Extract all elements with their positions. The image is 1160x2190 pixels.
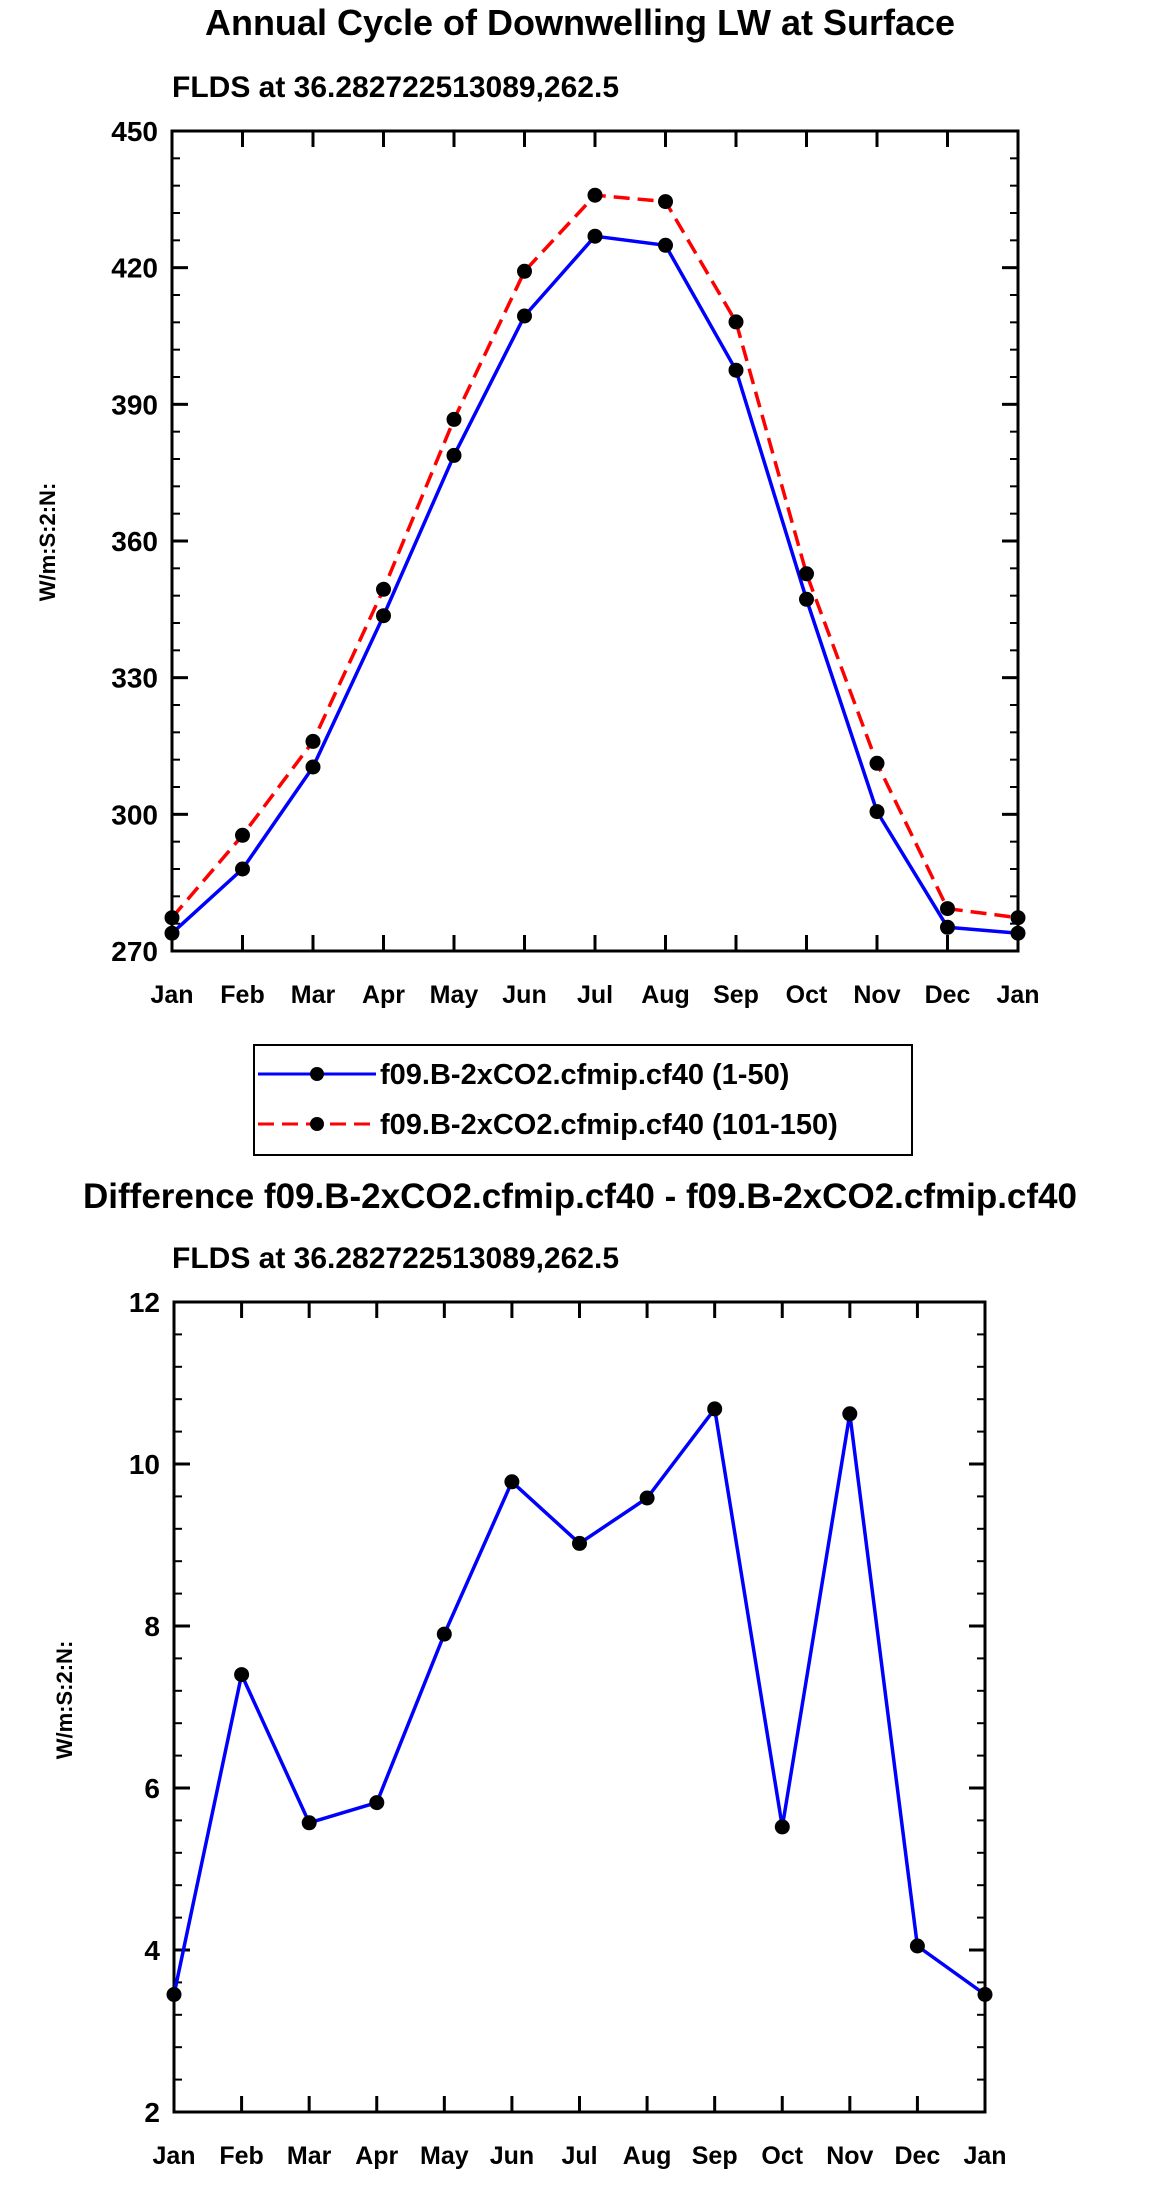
chart2-x-tick-label: Jan [152,2142,195,2170]
chart1-series-1-point [305,759,321,775]
chart1-series-2-line [170,193,1019,920]
chart1-series-1-point [799,591,814,607]
chart2-y-tick-label: 6 [144,1773,160,1804]
chart1-series-2-point [235,827,250,843]
chart2-series-1-point [301,1815,317,1831]
chart1-y-tick-label: 450 [111,116,158,147]
chart1-y-tick-label: 300 [111,799,158,830]
legend-marker-series-1 [310,1067,324,1081]
chart1-series-1-point [940,919,955,935]
chart1-x-tick-label: Feb [220,981,264,1009]
chart2-series-1-point [842,1406,858,1422]
chart1-x-tick-label: Aug [641,981,690,1009]
chart1-title: Annual Cycle of Downwelling LW at Surfac… [205,2,955,43]
chart1-series-1-point [869,804,885,820]
chart2-series-1-point [639,1490,655,1506]
chart1-series-1-point [728,362,744,378]
chart1-series-2-point [164,910,180,926]
chart2-series-1-point [504,1474,520,1490]
chart1-x-tick-label: Jul [577,981,613,1009]
chart2-y-tick-label: 10 [129,1449,160,1480]
chart1-series-1-point [1010,925,1026,941]
chart1-series-1-point [587,228,603,244]
chart1-series-1-point [164,925,180,941]
chart1-series-2-point [376,581,391,597]
chart1-y-tick-label: 270 [111,936,158,967]
chart2-series-1-point [369,1795,385,1811]
chart1-subtitle: FLDS at 36.282722513089,262.5 [172,71,619,104]
chart1-series-2-point [446,411,462,427]
chart1-y-tick-label: 360 [111,526,158,557]
chart2-x-tick-label: Feb [219,2142,263,2170]
chart2-series-1-point [707,1401,723,1417]
chart1-series-2-point [587,187,603,203]
chart2-x-tick-label: Nov [826,2142,873,2170]
legend-label-series-2: f09.B-2xCO2.cfmip.cf40 (101-150) [380,1109,838,1141]
chart1-ylabel: W/m:S:2:N: [35,483,60,602]
chart2-series-1-point [572,1535,587,1551]
chart2-series-1-point [166,1987,182,2002]
chart2-ylabel: W/m:S:2:N: [52,1641,77,1760]
chart2-series-1-line [172,1407,987,1996]
chart1-x-tick-label: Jun [502,981,546,1009]
chart2-y-tick-label: 2 [144,2097,160,2128]
chart2-x-tick-label: Jun [490,2142,534,2170]
chart1-y-tick-label: 390 [111,389,158,420]
chart2-x-tick-label: Apr [355,2142,398,2170]
chart2-title: Difference f09.B-2xCO2.cfmip.cf40 - f09.… [83,1177,1077,1216]
chart2-y-tick-label: 12 [129,1287,160,1318]
chart1-series-1-point [376,608,391,624]
chart1-x-tick-label: Jan [150,981,193,1009]
chart2-x-tick-label: Aug [623,2142,672,2170]
chart1-x-tick-label: May [430,981,479,1009]
chart2-series-1-point [436,1626,452,1642]
chart2-subtitle: FLDS at 36.282722513089,262.5 [172,1242,619,1275]
chart2-x-tick-label: Oct [761,2142,803,2170]
chart1-series-2-point [869,755,885,771]
chart2-x-tick-label: Jan [963,2142,1006,2170]
chart1-series-1-point [446,447,462,463]
chart2-x-tick-label: Jul [561,2142,597,2170]
chart1-series-1-line [170,234,1019,935]
chart1-x-tick-label: Oct [786,981,828,1009]
chart2-series-1-point [774,1819,790,1835]
chart1-series-1-point [235,861,250,877]
chart1-series-2-point [799,566,814,582]
chart1-series-2-point [728,314,744,330]
chart1-y-tick-label: 330 [111,663,158,694]
chart1-y-tick-label: 420 [111,253,158,284]
legend-box [253,1044,913,1156]
chart2-x-tick-label: May [420,2142,469,2170]
chart2-series-1-point [234,1667,250,1683]
chart2-x-tick-label: Mar [287,2142,332,2170]
chart2-x-tick-label: Dec [894,2142,940,2170]
chart2-x-tick-label: Sep [692,2142,738,2170]
legend-marker-series-2 [310,1117,324,1131]
chart1-x-tick-label: Nov [853,981,900,1009]
chart2-y-tick-label: 4 [144,1935,160,1966]
chart1-series-2-point [1010,910,1026,926]
legend-label-series-1: f09.B-2xCO2.cfmip.cf40 (1-50) [380,1059,789,1091]
chart1-x-tick-label: Jan [996,981,1039,1009]
chart2-series-1-point [977,1987,993,2002]
chart2-plot-frame [172,1300,987,2114]
chart1-series-2-point [305,733,321,749]
chart1-series-1-point [658,237,673,253]
chart1-x-tick-label: Sep [713,981,759,1009]
chart1-x-tick-label: Mar [291,981,336,1009]
chart1-x-tick-label: Dec [925,981,971,1009]
chart2-series-1-point [909,1938,925,1954]
chart1-plot-frame [170,129,1020,953]
chart1-series-2-point [517,263,532,279]
chart1-series-2-point [658,194,673,210]
chart2-y-tick-label: 8 [144,1611,160,1642]
chart1-x-tick-label: Apr [362,981,405,1009]
chart1-series-2-point [940,901,955,917]
legend: f09.B-2xCO2.cfmip.cf40 (1-50) f09.B-2xCO… [253,1044,913,1156]
chart1-series-1-point [517,308,532,324]
